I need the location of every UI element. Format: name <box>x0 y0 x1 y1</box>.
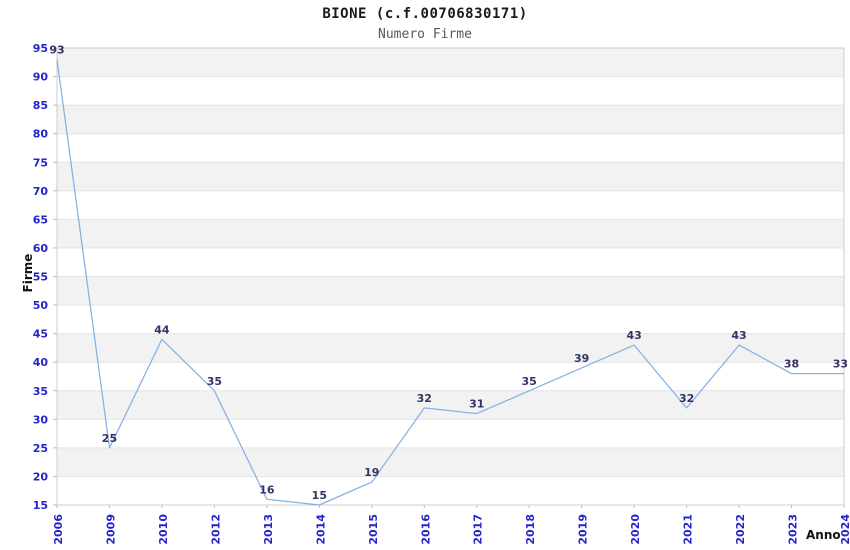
data-point-label: 35 <box>207 375 222 388</box>
grid-band <box>57 447 844 477</box>
grid-band <box>57 333 844 363</box>
data-point-label: 19 <box>364 466 379 479</box>
y-tick-label: 95 <box>33 42 48 55</box>
data-point-label: 43 <box>626 329 641 342</box>
y-tick-label: 65 <box>33 213 48 226</box>
y-tick-label: 25 <box>33 442 48 455</box>
data-point-label: 31 <box>469 398 484 411</box>
y-tick-label: 40 <box>33 356 49 369</box>
y-tick-label: 50 <box>33 299 49 312</box>
x-tick-label: 2014 <box>314 514 327 545</box>
y-tick-label: 60 <box>33 242 49 255</box>
x-axis-title: Anno <box>806 528 841 542</box>
x-tick-label: 2021 <box>682 514 695 545</box>
x-tick-label: 2020 <box>629 514 642 545</box>
data-point-label: 33 <box>833 358 848 371</box>
grid-band <box>57 390 844 420</box>
x-tick-label: 2013 <box>262 514 275 545</box>
y-tick-label: 30 <box>33 413 49 426</box>
grid-band <box>57 105 844 134</box>
x-tick-label: 2018 <box>524 514 537 545</box>
x-tick-label: 2017 <box>472 514 485 545</box>
grid-band <box>57 276 844 306</box>
y-tick-label: 85 <box>33 99 48 112</box>
y-tick-label: 35 <box>33 385 48 398</box>
y-tick-label: 75 <box>33 156 48 169</box>
data-point-label: 32 <box>417 392 432 405</box>
data-point-label: 93 <box>49 43 64 56</box>
x-tick-label: 2024 <box>839 514 850 545</box>
y-tick-label: 15 <box>33 499 48 512</box>
y-tick-label: 90 <box>33 71 49 84</box>
data-point-label: 39 <box>574 352 589 365</box>
grid-band <box>57 162 844 191</box>
y-tick-label: 80 <box>33 128 49 141</box>
data-point-label: 16 <box>259 483 275 496</box>
data-point-label: 43 <box>731 329 746 342</box>
y-tick-label: 45 <box>33 328 48 341</box>
x-tick-label: 2015 <box>367 514 380 545</box>
grid-band <box>57 219 844 248</box>
x-tick-label: 2022 <box>734 514 747 545</box>
x-tick-label: 2009 <box>104 514 117 545</box>
series-line <box>56 59 844 506</box>
x-tick-label: 2019 <box>577 514 590 545</box>
data-point-label: 25 <box>102 432 117 445</box>
data-point-label: 35 <box>522 375 537 388</box>
x-tick-label: 2010 <box>157 514 170 545</box>
y-tick-label: 20 <box>33 470 49 483</box>
data-point-label: 15 <box>312 489 327 502</box>
grid-band <box>57 48 844 77</box>
x-tick-label: 2023 <box>787 514 800 545</box>
y-tick-label: 70 <box>33 185 49 198</box>
chart-title: BIONE (c.f.00706830171) <box>322 6 528 22</box>
data-point-label: 32 <box>679 392 694 405</box>
chart-subtitle: Numero Firme <box>378 27 472 42</box>
y-tick-label: 55 <box>33 271 48 284</box>
x-tick-label: 2012 <box>209 514 222 545</box>
x-tick-label: 2016 <box>419 514 432 545</box>
data-point-label: 44 <box>154 323 170 336</box>
data-point-label: 38 <box>784 358 799 371</box>
x-tick-label: 2006 <box>52 514 65 545</box>
